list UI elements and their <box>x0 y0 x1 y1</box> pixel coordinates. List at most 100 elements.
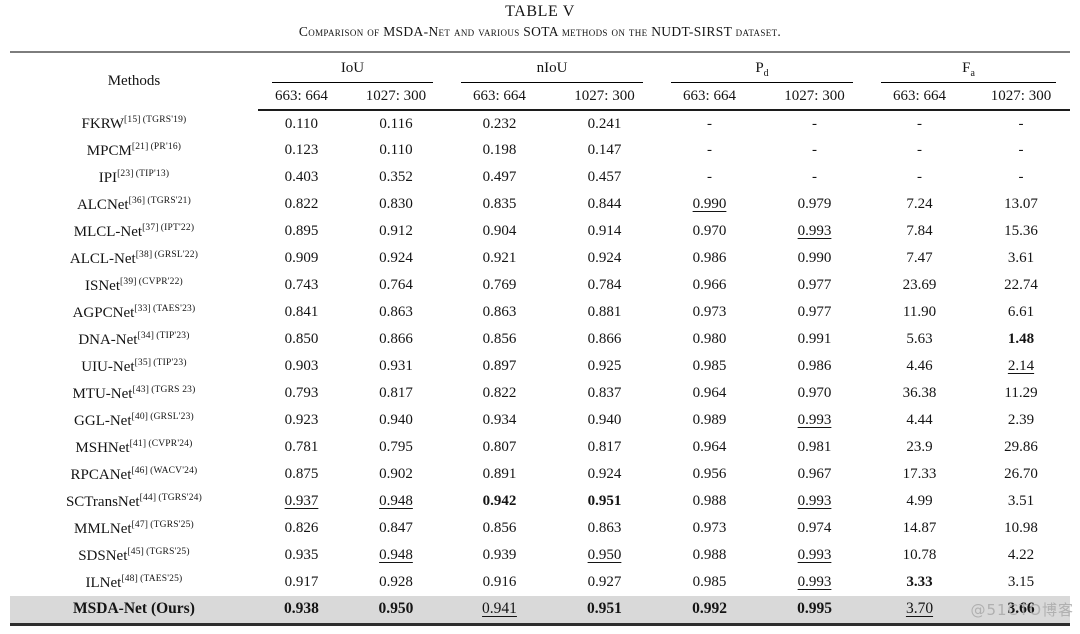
value-cell: 0.863 <box>587 520 622 536</box>
value-cell: 10.78 <box>902 547 937 563</box>
value-cell: 0.928 <box>379 574 413 590</box>
value-cell: 0.795 <box>379 439 413 455</box>
value-cell: 0.951 <box>587 600 622 618</box>
value-cell: 3.61 <box>1007 250 1035 266</box>
value-cell: 0.989 <box>692 412 727 428</box>
value-cell: 0.403 <box>284 169 319 185</box>
value-cell: 0.881 <box>587 304 622 320</box>
value-cell: 0.979 <box>797 196 832 212</box>
table-row: SDSNet[45] (TGRS'25) 0.935 0.948 0.939 0.95… <box>10 542 1070 569</box>
value-cell: 0.904 <box>482 223 517 239</box>
method-name: RPCANet[46] (WACV'24) <box>70 465 198 483</box>
value-cell: - <box>812 142 817 158</box>
value-cell: 0.110 <box>379 142 413 158</box>
table-caption: TABLE V Comparison of MSDA-Net and vario… <box>0 0 1080 40</box>
venue-superscript: (TGRS'19) <box>140 114 187 125</box>
method-name: MSHNet[41] (CVPR'24) <box>75 438 193 456</box>
table-row: MSHNet[41] (CVPR'24) 0.781 0.795 0.807 0.81… <box>10 434 1070 461</box>
value-cell: 0.850 <box>284 331 319 347</box>
citation-superscript: [35] <box>134 357 152 368</box>
citation-superscript: [44] <box>139 492 157 503</box>
value-cell: 0.116 <box>379 115 413 132</box>
value-cell: 0.921 <box>482 250 517 266</box>
value-cell: 0.993 <box>797 223 832 239</box>
table-row: ALCNet[36] (TGRS'21) 0.822 0.830 0.835 0.84… <box>10 191 1070 218</box>
value-cell: 0.980 <box>692 331 727 347</box>
value-cell: 0.985 <box>692 574 727 590</box>
table-row: MSDA-Net (Ours) 0.938 0.950 0.941 0.951 0.99… <box>9 596 1071 624</box>
table-row: UIU-Net[35] (TIP'23) 0.903 0.931 0.897 0.92… <box>10 353 1070 380</box>
table-row: AGPCNet[33] (TAES'23) 0.841 0.863 0.863 0.8… <box>10 299 1070 326</box>
table-row: ALCL-Net[38] (GRSL'22) 0.909 0.924 0.921 0.… <box>10 245 1070 272</box>
value-cell: 3.70 <box>905 600 934 618</box>
value-cell: 0.863 <box>482 304 517 320</box>
header-group-row: Methods IoU nIoU Pd Fa <box>10 52 1070 89</box>
subcol-header: 663: 664 <box>446 83 552 111</box>
value-cell: 5.63 <box>906 331 933 347</box>
value-cell: 13.07 <box>1004 196 1038 212</box>
value-cell: - <box>1018 115 1024 132</box>
value-cell: 0.198 <box>482 142 517 158</box>
value-cell: 0.993 <box>797 547 832 563</box>
value-cell: 0.977 <box>797 304 832 320</box>
venue-superscript: (WACV'24) <box>148 465 198 476</box>
table-row: ISNet[39] (CVPR'22) 0.743 0.764 0.769 0.784… <box>10 272 1070 299</box>
group-header-fa: Fa <box>867 52 1070 83</box>
citation-superscript: [40] <box>131 411 149 422</box>
venue-superscript: (CVPR'22) <box>136 276 183 287</box>
value-cell: 0.925 <box>587 358 622 374</box>
table-row: DNA-Net[34] (TIP'23) 0.850 0.866 0.856 0.86… <box>10 326 1070 353</box>
value-cell: 1.48 <box>1007 331 1035 347</box>
value-cell: 0.110 <box>284 115 319 132</box>
value-cell: 10.98 <box>1004 520 1038 536</box>
value-cell: 0.934 <box>482 412 517 428</box>
value-cell: 0.743 <box>284 277 319 293</box>
value-cell: 6.61 <box>1007 304 1035 320</box>
value-cell: 0.993 <box>797 493 832 509</box>
venue-superscript: (TGRS'24) <box>156 492 202 503</box>
value-cell: 0.940 <box>379 412 413 428</box>
value-cell: 0.964 <box>692 385 727 401</box>
value-cell: 0.940 <box>587 412 622 428</box>
table-row: IPI[23] (TIP'13) 0.403 0.352 0.497 0.457 - - -… <box>10 164 1070 191</box>
citation-superscript: [36] <box>128 195 146 206</box>
value-cell: 0.931 <box>379 358 413 374</box>
venue-superscript: (TGRS'21) <box>145 195 191 206</box>
value-cell: 11.29 <box>1004 385 1038 401</box>
value-cell: 23.9 <box>906 439 933 455</box>
value-cell: 3.51 <box>1007 493 1035 509</box>
citation-superscript: [45] <box>127 546 145 557</box>
value-cell: 0.856 <box>482 331 517 347</box>
method-name: SCTransNet[44] (TGRS'24) <box>65 492 202 510</box>
value-cell: 0.866 <box>587 331 622 347</box>
value-cell: 0.986 <box>797 358 832 374</box>
value-cell: - <box>1018 142 1024 158</box>
value-cell: 7.24 <box>906 196 933 212</box>
value-cell: 0.981 <box>797 439 832 455</box>
value-cell: 0.924 <box>587 466 622 482</box>
value-cell: 0.993 <box>797 412 832 428</box>
value-cell: 0.914 <box>587 223 622 239</box>
venue-superscript: (TAES'23) <box>150 303 196 314</box>
value-cell: 0.948 <box>379 547 413 563</box>
value-cell: - <box>707 142 712 158</box>
value-cell: - <box>707 169 712 185</box>
citation-superscript: [15] <box>124 114 141 125</box>
method-name: SDSNet[45] (TGRS'25) <box>78 546 190 564</box>
citation-superscript: [41] <box>129 438 147 449</box>
value-cell: 4.99 <box>906 493 933 509</box>
venue-superscript: (TGRS'25) <box>144 546 190 557</box>
value-cell: 0.916 <box>482 574 517 590</box>
table-row: MLCL-Net[37] (IPT'22) 0.895 0.912 0.904 0.9… <box>10 218 1070 245</box>
method-name: ALCL-Net[38] (GRSL'22) <box>69 249 199 267</box>
value-cell: 0.950 <box>378 600 414 618</box>
value-cell: 0.988 <box>692 493 727 509</box>
group-header-pd: Pd <box>657 52 867 83</box>
value-cell: 0.147 <box>587 142 622 158</box>
value-cell: 0.992 <box>692 600 727 618</box>
value-cell: 0.764 <box>379 277 413 293</box>
citation-superscript: [47] <box>131 519 149 530</box>
value-cell: 0.817 <box>587 439 622 455</box>
value-cell: 0.497 <box>482 169 517 185</box>
table-row: FKRW[15] (TGRS'19) 0.110 0.116 0.232 0.241 -… <box>10 110 1070 137</box>
